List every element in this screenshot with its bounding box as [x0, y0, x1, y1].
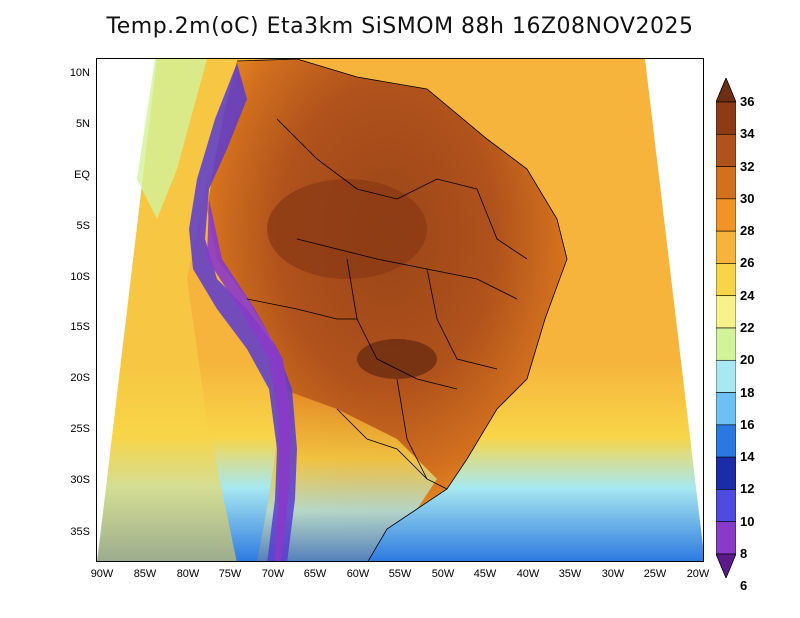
pantanal-hot-core [357, 339, 437, 379]
map-title: Temp.2m(oC) Eta3km SiSMOM 88h 16Z08NOV20… [106, 14, 694, 39]
lon-label-50w: 50W [431, 568, 455, 580]
colorbar-label: 32 [740, 158, 755, 174]
lon-label-40w: 40W [516, 568, 540, 580]
colorbar-label: 34 [740, 126, 755, 142]
colorbar-box [716, 133, 736, 167]
lon-label-65w: 65W [303, 568, 327, 580]
colorbar-box [716, 489, 736, 523]
colorbar-box [716, 101, 736, 135]
colorbar-label: 6 [740, 578, 748, 594]
lon-label-60w: 60W [346, 568, 370, 580]
lat-label-10n: 10N [69, 67, 90, 79]
lat-label-5s: 5S [76, 220, 90, 232]
colorbar-box [716, 166, 736, 200]
colorbar-label: 10 [740, 513, 755, 529]
colorbar-label: 20 [740, 352, 755, 368]
colorbar-label: 36 [740, 94, 755, 109]
colorbar-box [716, 359, 736, 393]
south-cone-cool [257, 389, 437, 561]
colorbar-label: 28 [740, 223, 755, 239]
pacific-north-band [137, 59, 207, 219]
amazon-hot-core [267, 179, 427, 279]
colorbar-box [716, 327, 736, 361]
colorbar-box [716, 295, 736, 329]
lon-label-45w: 45W [473, 568, 497, 580]
lon-label-55w: 55W [388, 568, 412, 580]
colorbar-box [716, 230, 736, 264]
lon-label-20w: 20W [686, 568, 710, 580]
colorbar [716, 78, 736, 578]
pacific-cool-band [97, 59, 247, 561]
colorbar-label: 22 [740, 320, 755, 335]
colorbar-box [716, 456, 736, 490]
lon-label-25w: 25W [643, 568, 667, 580]
colorbar-box [716, 392, 736, 426]
lat-label-30s: 30S [70, 474, 90, 486]
colorbar-bottom-arrow [716, 553, 736, 578]
colorbar-label: 30 [740, 190, 755, 206]
lat-label-5n: 5N [75, 118, 90, 130]
lat-label-15s: 15S [70, 321, 90, 333]
colorbar-label: 16 [740, 416, 755, 432]
temperature-map [96, 58, 704, 562]
lon-label-90w: 90W [90, 568, 114, 580]
lon-label-35w: 35W [558, 568, 582, 580]
colorbar-label: 26 [740, 255, 755, 271]
map-canvas [97, 59, 703, 561]
lat-label-25s: 25S [70, 423, 90, 435]
lat-label-10s: 10S [70, 271, 90, 283]
colorbar-label: 8 [740, 546, 748, 561]
colorbar-label: 12 [740, 481, 755, 497]
colorbar-top-arrow [716, 78, 736, 103]
colorbar-label: 18 [740, 384, 755, 400]
lon-label-70w: 70W [261, 568, 285, 580]
lat-label-eq: EQ [74, 169, 90, 181]
colorbar-box [716, 424, 736, 458]
political-borders [236, 59, 568, 561]
colorbar-box [716, 521, 736, 555]
colorbar-label: 14 [740, 449, 755, 465]
lon-label-80w: 80W [176, 568, 200, 580]
lon-label-75w: 75W [218, 568, 242, 580]
colorbar-box [716, 263, 736, 297]
lat-label-35s: 35S [70, 526, 90, 538]
colorbar-box [716, 198, 736, 232]
lon-label-85w: 85W [133, 568, 157, 580]
lat-label-20s: 20S [70, 372, 90, 384]
lon-label-30w: 30W [601, 568, 625, 580]
andes-highlands [207, 199, 291, 561]
colorbar-label: 24 [740, 287, 755, 303]
